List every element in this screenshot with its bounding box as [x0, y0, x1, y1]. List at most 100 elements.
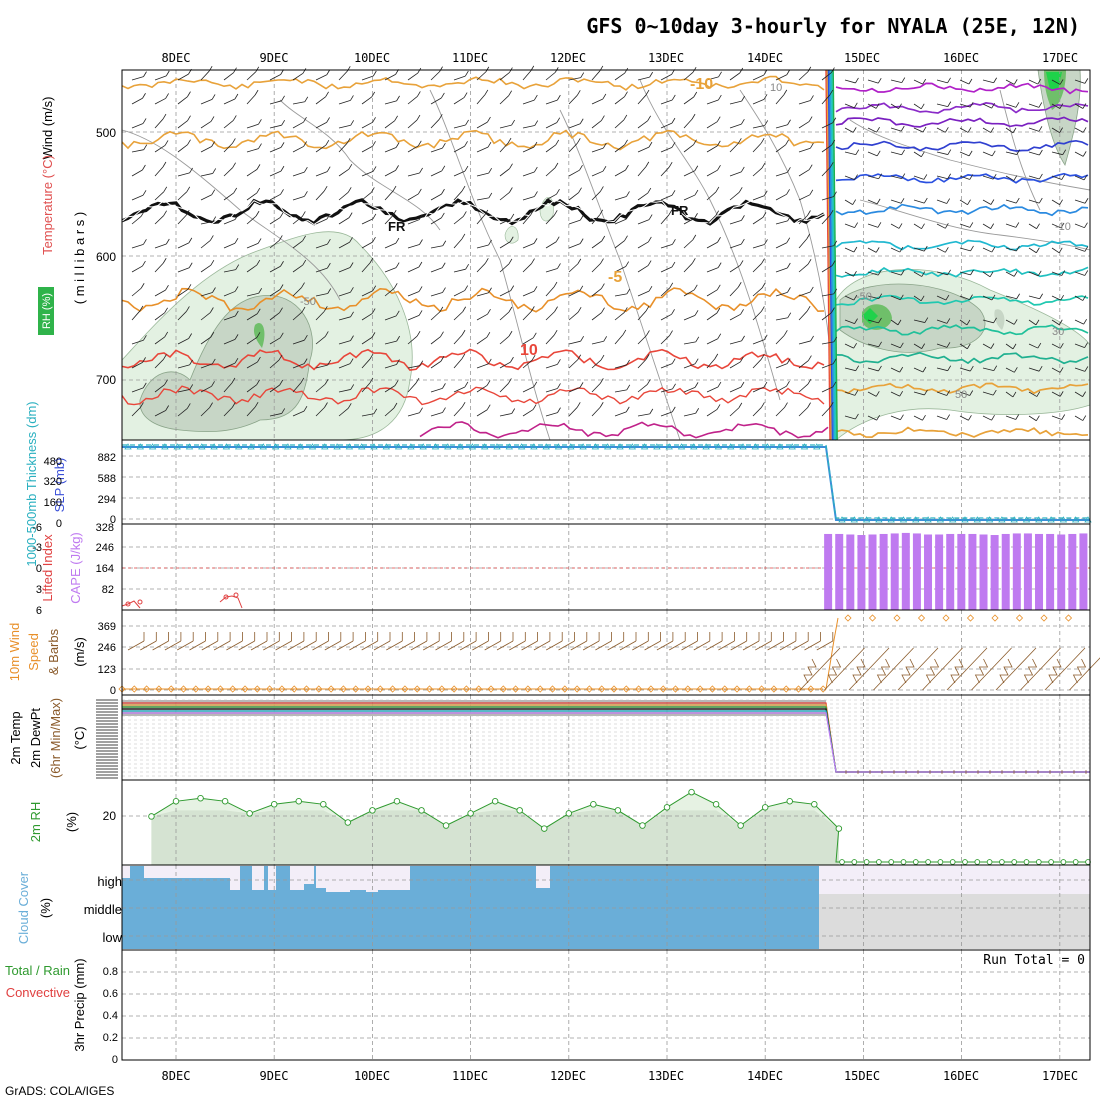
slp-marker — [419, 443, 427, 450]
wind10-barb — [275, 640, 292, 651]
wind-barb — [430, 245, 443, 249]
wind-barb — [660, 411, 673, 417]
wind-barb — [947, 173, 952, 179]
wind-barb — [269, 312, 280, 321]
wind-barb — [683, 289, 695, 297]
cape-bar — [857, 535, 866, 610]
rh2m-point — [614, 807, 622, 814]
temp-contour-right — [835, 82, 1089, 95]
wind-barb — [476, 363, 489, 369]
wind-barb — [568, 290, 580, 297]
cape-bar — [890, 533, 899, 610]
wind-barb — [1074, 127, 1084, 133]
wind-barb — [394, 115, 398, 122]
wind10-speed-marker — [917, 614, 926, 622]
wind-barb — [154, 336, 165, 345]
wind-barb — [683, 263, 693, 273]
wind-barb — [991, 246, 996, 253]
wind-barb — [959, 247, 971, 252]
wind-barb — [453, 311, 463, 321]
rh2m-point — [986, 859, 993, 865]
wind-barb — [591, 359, 602, 369]
wind10-barb — [312, 640, 329, 651]
wind-barb — [568, 95, 578, 105]
wind-barb — [738, 187, 743, 193]
wind-barb — [913, 391, 925, 396]
wind-barb — [647, 187, 652, 194]
wind-barb — [645, 89, 650, 96]
wind-barb — [897, 319, 902, 326]
wind-barb — [913, 271, 922, 277]
wind-barb — [1005, 199, 1017, 204]
wind-barb — [464, 141, 468, 147]
precip-tick: 0 — [112, 1054, 118, 1066]
wind-barb — [254, 89, 259, 96]
cloud-gap — [326, 866, 350, 892]
wind-barb — [1037, 270, 1042, 277]
wind-barb — [281, 119, 286, 126]
wind-barb — [1051, 295, 1061, 301]
cape-bar — [835, 533, 844, 610]
wind-barb — [545, 193, 557, 201]
cape-bar — [868, 534, 877, 610]
wind-barb — [292, 339, 305, 345]
wind-barb — [649, 71, 653, 78]
wind-barb — [671, 309, 675, 315]
wind10-speed-marker — [844, 614, 852, 622]
thickness-axis-label: 1000-500mb Thickness (dm) — [24, 401, 39, 566]
cape-ticks: 328 246 164 82 — [96, 522, 114, 596]
wind-barb — [154, 410, 166, 417]
wind-barb — [614, 196, 627, 201]
wind-barb — [177, 289, 189, 297]
wind-barb — [392, 210, 397, 216]
wind-barb — [234, 357, 239, 364]
rh2m-point — [197, 794, 204, 802]
wind-barb — [441, 92, 445, 99]
wind-barb — [223, 219, 236, 225]
wind-barb — [890, 79, 902, 83]
wind-barb — [1028, 415, 1037, 422]
wind-barb — [568, 143, 578, 153]
wind-barb — [761, 162, 766, 169]
wind-barb — [798, 291, 811, 297]
slp-marker — [345, 443, 354, 450]
wind-barb — [806, 233, 811, 240]
wind-barb — [200, 194, 212, 201]
wind-barb — [614, 144, 625, 153]
wind-barb — [1059, 103, 1064, 109]
wind-barb — [1005, 295, 1017, 300]
minmax-label: (6hr Min/Max) — [48, 698, 63, 778]
wind-barb — [599, 209, 604, 216]
wind-barb — [302, 259, 307, 266]
wind-barb — [371, 332, 376, 338]
slp-marker — [247, 443, 255, 450]
wind10-speed-line — [825, 617, 839, 690]
wind-barb — [417, 91, 421, 97]
wind-barb — [545, 72, 556, 81]
wind-barb — [416, 114, 421, 121]
discontinuity-line — [830, 69, 836, 441]
wind-barb — [430, 267, 443, 273]
date-label-top: 10DEC — [354, 51, 390, 65]
wind-barb — [556, 117, 561, 123]
thickness-tick: 480 — [44, 456, 62, 468]
wind-barb — [418, 261, 423, 268]
wind10-barb — [189, 640, 206, 651]
wind-barb — [922, 415, 926, 421]
wind-barb — [890, 103, 899, 109]
wind-barb — [829, 162, 834, 168]
wind10-speed-marker — [499, 685, 507, 693]
cloud-level-label: low — [102, 930, 122, 945]
wind-barb — [936, 319, 947, 324]
wind-barb — [1013, 175, 1018, 181]
wind-barb — [499, 218, 512, 225]
wind10-tick: 246 — [98, 642, 116, 654]
wind-barb — [233, 187, 238, 194]
wind-barb — [522, 70, 532, 81]
wind-barb — [1036, 415, 1040, 421]
date-label-bottom: 15DEC — [844, 1069, 880, 1083]
wind-barb — [361, 241, 373, 249]
wind-barb — [418, 310, 423, 316]
wind-barb — [729, 100, 742, 105]
cape-tick: 164 — [96, 563, 114, 575]
